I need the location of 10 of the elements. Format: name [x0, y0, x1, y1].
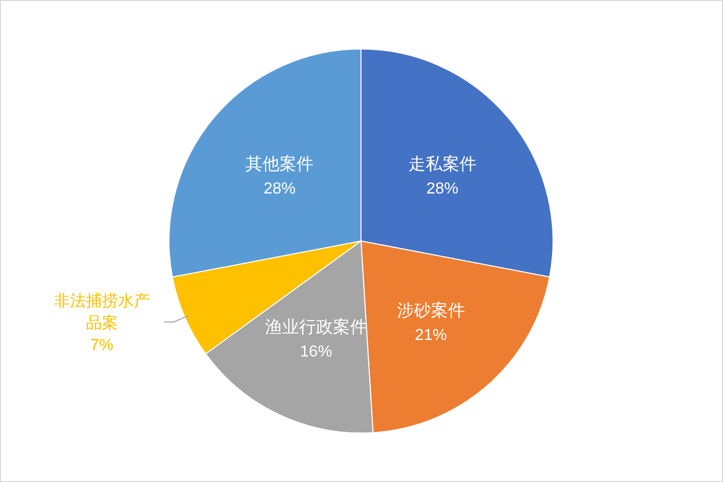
slice-label: 涉砂案件	[396, 301, 465, 320]
data-label: 7%	[90, 337, 114, 354]
data-label: 16%	[300, 344, 332, 361]
slice-label: 渔业行政案件	[265, 318, 368, 337]
slice-label: 非法捕捞水产品案	[54, 292, 150, 332]
data-label: 28%	[264, 180, 296, 198]
slice-label: 其他案件	[246, 154, 314, 174]
data-label: 28%	[426, 180, 458, 198]
slice-label: 走私案件	[408, 154, 476, 174]
data-label: 21%	[414, 327, 447, 344]
